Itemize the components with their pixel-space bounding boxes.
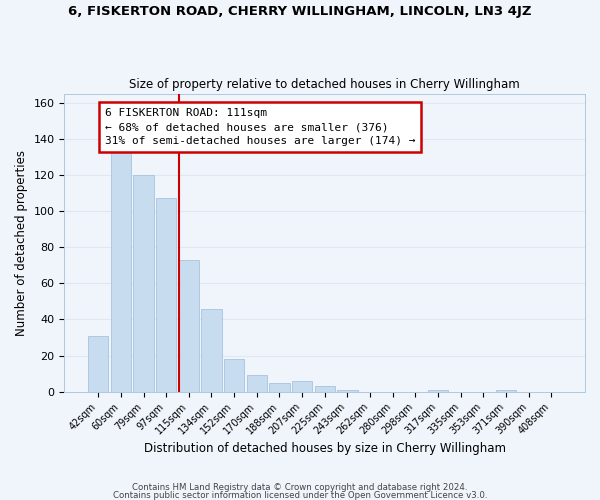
Bar bbox=[337, 390, 358, 392]
Bar bbox=[314, 386, 335, 392]
Bar bbox=[269, 382, 290, 392]
Bar bbox=[156, 198, 176, 392]
X-axis label: Distribution of detached houses by size in Cherry Willingham: Distribution of detached houses by size … bbox=[144, 442, 506, 455]
Text: 6, FISKERTON ROAD, CHERRY WILLINGHAM, LINCOLN, LN3 4JZ: 6, FISKERTON ROAD, CHERRY WILLINGHAM, LI… bbox=[68, 5, 532, 18]
Bar bbox=[201, 308, 221, 392]
Bar bbox=[292, 381, 312, 392]
Bar bbox=[428, 390, 448, 392]
Text: Contains HM Land Registry data © Crown copyright and database right 2024.: Contains HM Land Registry data © Crown c… bbox=[132, 484, 468, 492]
Bar bbox=[179, 260, 199, 392]
Bar bbox=[111, 152, 131, 392]
Bar bbox=[88, 336, 109, 392]
Bar bbox=[133, 175, 154, 392]
Bar bbox=[496, 390, 516, 392]
Title: Size of property relative to detached houses in Cherry Willingham: Size of property relative to detached ho… bbox=[130, 78, 520, 91]
Bar bbox=[247, 376, 267, 392]
Y-axis label: Number of detached properties: Number of detached properties bbox=[15, 150, 28, 336]
Text: 6 FISKERTON ROAD: 111sqm
← 68% of detached houses are smaller (376)
31% of semi-: 6 FISKERTON ROAD: 111sqm ← 68% of detach… bbox=[105, 108, 416, 146]
Bar bbox=[224, 359, 244, 392]
Text: Contains public sector information licensed under the Open Government Licence v3: Contains public sector information licen… bbox=[113, 490, 487, 500]
